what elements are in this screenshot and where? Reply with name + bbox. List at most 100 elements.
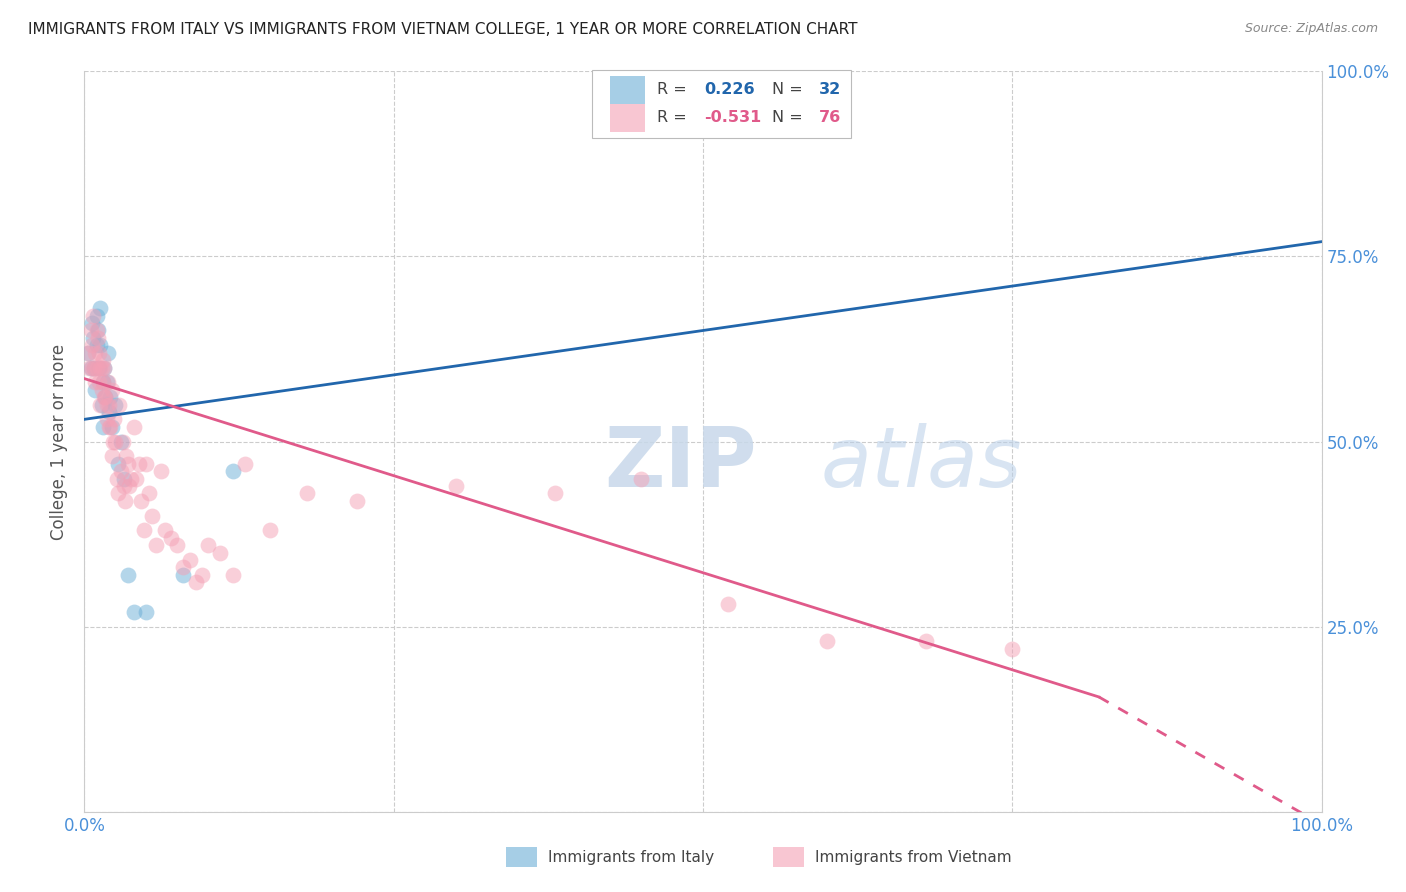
Point xyxy=(129,493,152,508)
Point xyxy=(89,360,111,375)
Text: 76: 76 xyxy=(820,111,842,126)
Point xyxy=(122,419,145,434)
Point xyxy=(543,486,565,500)
Text: 0.226: 0.226 xyxy=(704,82,755,97)
Point xyxy=(89,301,111,316)
Point xyxy=(754,64,776,78)
Point xyxy=(135,457,157,471)
Point xyxy=(100,383,122,397)
Point xyxy=(90,383,112,397)
Point xyxy=(86,360,108,375)
Point xyxy=(79,360,101,375)
Point xyxy=(145,538,167,552)
Point xyxy=(83,360,105,375)
Point xyxy=(222,464,245,478)
Point xyxy=(91,376,114,390)
Point xyxy=(138,486,160,500)
Y-axis label: College, 1 year or more: College, 1 year or more xyxy=(51,343,69,540)
Point xyxy=(100,450,122,464)
Point xyxy=(101,434,124,449)
Point xyxy=(107,457,129,471)
Point xyxy=(86,309,108,323)
Point xyxy=(120,471,142,485)
Point xyxy=(141,508,163,523)
Point xyxy=(112,479,135,493)
Point xyxy=(84,376,107,390)
Point xyxy=(128,457,150,471)
Point xyxy=(91,376,114,390)
Point xyxy=(259,524,281,538)
Point xyxy=(346,493,368,508)
Point xyxy=(91,353,114,368)
Text: 32: 32 xyxy=(820,82,842,97)
Point xyxy=(112,471,135,485)
Point xyxy=(444,479,467,493)
Point xyxy=(103,412,125,426)
Point xyxy=(77,345,100,359)
Point xyxy=(83,360,105,375)
Point xyxy=(630,471,652,485)
Point xyxy=(80,316,103,330)
Point xyxy=(111,434,134,449)
Text: ZIP: ZIP xyxy=(605,423,756,504)
Text: N =: N = xyxy=(772,82,808,97)
Point xyxy=(79,324,101,338)
Point xyxy=(110,464,132,478)
Text: Immigrants from Italy: Immigrants from Italy xyxy=(548,850,714,864)
Point xyxy=(914,634,936,648)
Point xyxy=(94,390,117,404)
Text: Immigrants from Vietnam: Immigrants from Vietnam xyxy=(815,850,1012,864)
Point xyxy=(153,524,176,538)
Point xyxy=(86,338,108,352)
Point xyxy=(179,553,201,567)
Point xyxy=(97,376,120,390)
Point xyxy=(89,398,111,412)
Point xyxy=(93,360,115,375)
FancyBboxPatch shape xyxy=(592,70,852,138)
Point xyxy=(79,360,101,375)
Point xyxy=(107,486,129,500)
Point xyxy=(295,486,318,500)
Point xyxy=(209,546,232,560)
Point xyxy=(91,419,114,434)
Point xyxy=(93,360,115,375)
Bar xyxy=(610,103,645,132)
Text: R =: R = xyxy=(657,111,692,126)
Point xyxy=(135,605,157,619)
Point xyxy=(96,398,118,412)
Point xyxy=(98,398,121,412)
Point xyxy=(94,390,117,404)
Point xyxy=(82,331,104,345)
Point xyxy=(105,471,128,485)
Point xyxy=(98,405,121,419)
Bar xyxy=(610,76,645,104)
Point xyxy=(98,419,121,434)
Point xyxy=(104,398,127,412)
Point xyxy=(89,338,111,352)
Point xyxy=(717,598,740,612)
Point xyxy=(110,434,132,449)
Point xyxy=(160,531,183,545)
Point xyxy=(172,567,194,582)
Point xyxy=(172,560,194,574)
Text: R =: R = xyxy=(657,82,692,97)
Point xyxy=(125,471,148,485)
Point xyxy=(114,493,136,508)
Point xyxy=(191,567,214,582)
Point xyxy=(84,383,107,397)
Text: Source: ZipAtlas.com: Source: ZipAtlas.com xyxy=(1244,22,1378,36)
Point xyxy=(815,634,838,648)
Point xyxy=(98,419,121,434)
Point xyxy=(90,360,112,375)
Point xyxy=(84,345,107,359)
Point xyxy=(98,390,121,404)
Text: IMMIGRANTS FROM ITALY VS IMMIGRANTS FROM VIETNAM COLLEGE, 1 YEAR OR MORE CORRELA: IMMIGRANTS FROM ITALY VS IMMIGRANTS FROM… xyxy=(28,22,858,37)
Point xyxy=(80,360,103,375)
Text: atlas: atlas xyxy=(821,423,1022,504)
Point xyxy=(87,324,110,338)
Point xyxy=(166,538,188,552)
Point xyxy=(97,345,120,359)
Point xyxy=(93,390,115,404)
Point xyxy=(86,324,108,338)
Point xyxy=(233,457,256,471)
